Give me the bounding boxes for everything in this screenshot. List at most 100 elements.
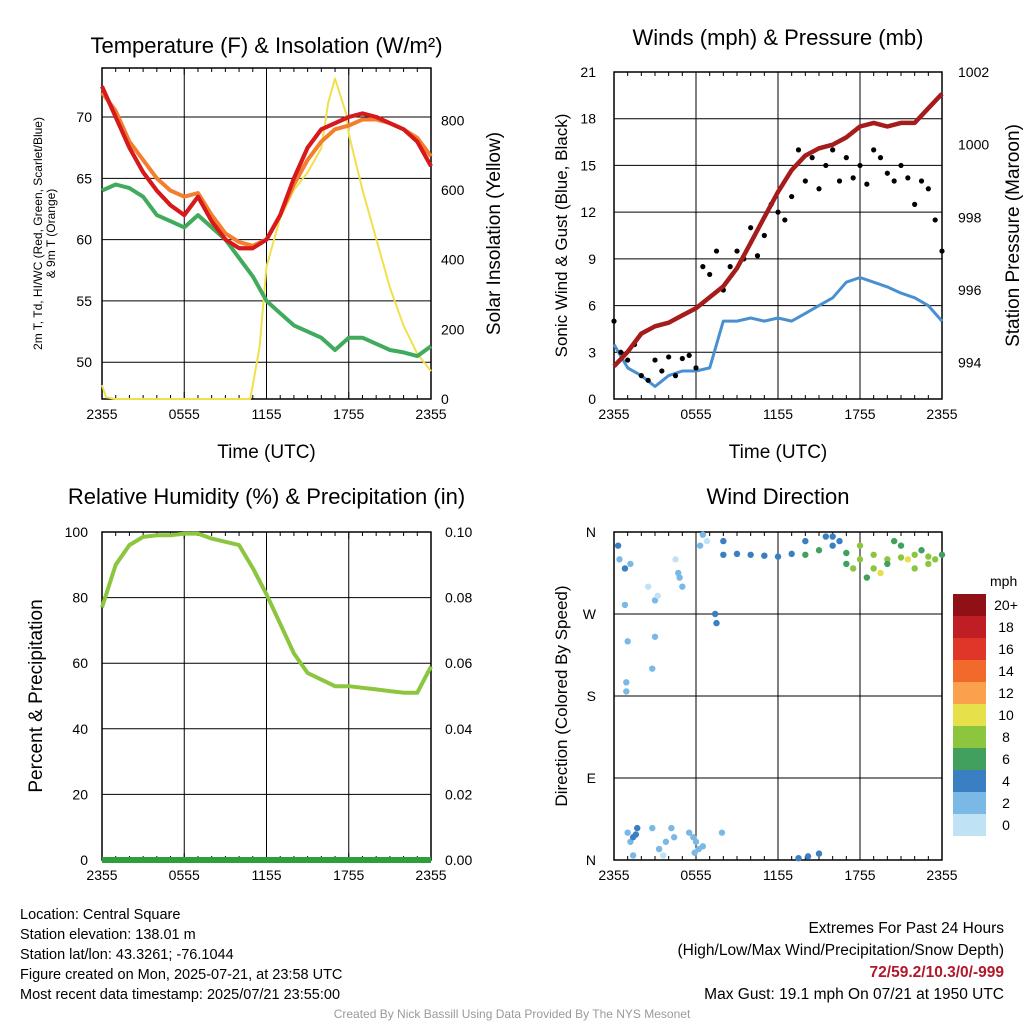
- x-tick-label: 2355: [86, 406, 117, 422]
- gust-point: [912, 201, 918, 207]
- gust-point: [775, 209, 781, 215]
- direction-point: [829, 533, 836, 540]
- colorbar-label: 8: [1002, 729, 1010, 745]
- series-line-2m-td: [101, 182, 433, 359]
- colorbar: mph 20+ 18 16 14 12 10 8 6 4 2 0: [953, 573, 1018, 836]
- y-tick-label: 18: [580, 111, 596, 127]
- direction-point: [733, 550, 741, 558]
- gust-point: [932, 217, 938, 223]
- y-tick-label: 80: [72, 590, 88, 606]
- credit-text: Created By Nick Bassill Using Data Provi…: [333, 1007, 691, 1021]
- y-right-axis-label: Solar Insolation (Yellow): [484, 132, 505, 335]
- gust-point: [625, 357, 631, 363]
- direction-point: [691, 849, 698, 856]
- y-tick-label: 60: [72, 655, 88, 671]
- gust-point: [693, 365, 699, 371]
- x-axis-label: Time (UTC): [729, 442, 828, 463]
- gust-point: [816, 186, 822, 192]
- direction-point: [870, 551, 877, 558]
- colorbar-swatch: [953, 726, 986, 748]
- y-right-tick-label: 0.04: [445, 721, 472, 737]
- y-tick-label: W: [583, 606, 597, 622]
- x-tick-label: 0555: [169, 406, 200, 422]
- gust-point: [905, 175, 911, 181]
- colorbar-swatch: [953, 792, 986, 814]
- x-tick-label: 1155: [763, 867, 793, 883]
- direction-point: [654, 592, 661, 599]
- gust-point: [823, 162, 829, 169]
- gust-point: [652, 357, 658, 363]
- y-tick-label: N: [586, 524, 596, 540]
- x-tick-label: 2355: [926, 867, 957, 883]
- gust-point: [918, 178, 925, 184]
- y-tick-label: 15: [580, 157, 596, 173]
- colorbar-swatch: [953, 594, 986, 616]
- gust-point: [871, 147, 877, 153]
- direction-point: [795, 854, 802, 862]
- colorbar-label: 2: [1002, 795, 1010, 811]
- x-tick-label: 2355: [86, 867, 117, 883]
- gust-point: [809, 155, 815, 161]
- y-tick-label: 9: [588, 251, 596, 267]
- gust-point: [925, 186, 931, 192]
- series-line-2m-t: [100, 85, 433, 251]
- y-right-tick-label: 994: [958, 355, 982, 371]
- direction-point: [679, 583, 686, 590]
- gust-point: [864, 181, 870, 187]
- direction-point: [718, 829, 726, 836]
- y-tick-label: 60: [76, 232, 92, 248]
- colorbar-swatch: [953, 616, 986, 638]
- direction-point: [699, 843, 707, 850]
- gust-point: [754, 253, 761, 259]
- y-right-tick-label: 996: [958, 282, 982, 298]
- x-tick-label: 2355: [415, 406, 446, 422]
- direction-point: [676, 574, 683, 581]
- direction-point: [911, 551, 918, 558]
- x-tick-label: 0555: [680, 867, 711, 883]
- direction-point: [621, 601, 629, 609]
- gust-point: [939, 248, 945, 254]
- gust-point: [659, 368, 665, 374]
- direction-point: [829, 542, 836, 549]
- direction-point: [897, 542, 905, 549]
- y-right-tick-label: 0.06: [445, 655, 472, 671]
- created-text: Figure created on Mon, 2025-07-21, at 23…: [20, 967, 343, 983]
- gust-point: [836, 178, 843, 184]
- gust-point: [748, 225, 754, 231]
- x-tick-label: 1155: [251, 406, 281, 422]
- y-right-tick-label: 0.00: [445, 852, 472, 868]
- y-tick-label: N: [586, 852, 596, 868]
- panel-2: Winds (mph) & Pressure (mb) 0 3 6 9 12 15 18 21 9…: [552, 25, 1024, 463]
- direction-point: [616, 556, 623, 563]
- y-tick-label: 65: [76, 170, 92, 186]
- extremes-values: 72/59.2/10.3/0/-999: [869, 964, 1004, 981]
- direction-point: [711, 610, 719, 618]
- x-tick-label: 1155: [251, 867, 281, 883]
- direction-point: [843, 560, 850, 568]
- gust-point: [789, 193, 795, 200]
- y-right-tick-label: 0.10: [445, 524, 472, 540]
- direction-point: [761, 552, 768, 559]
- y-tick-label: 3: [588, 344, 596, 360]
- direction-point: [720, 537, 727, 545]
- colorbar-label: 12: [998, 685, 1014, 701]
- latlon-text: Station lat/lon: 43.3261; -76.1044: [20, 947, 234, 963]
- x-tick-label: 1755: [844, 406, 875, 422]
- direction-point: [685, 829, 693, 836]
- direction-point: [672, 556, 679, 563]
- colorbar-swatch: [953, 704, 986, 726]
- direction-point: [747, 551, 754, 558]
- extremes-panel: Extremes For Past 24 Hours (High/Low/Max…: [678, 918, 1005, 1006]
- x-tick-label: 2355: [926, 406, 957, 422]
- gust-point: [686, 352, 692, 358]
- direction-point: [621, 565, 629, 572]
- direction-point: [884, 556, 891, 563]
- colorbar-label: 18: [998, 619, 1014, 635]
- colorbar-swatch: [953, 682, 986, 704]
- gust-point: [645, 377, 651, 383]
- gust-point: [666, 354, 672, 360]
- panel-1: Temperature (F) & Insolation (W/m²) 50 55 6…: [31, 33, 505, 463]
- direction-point: [623, 688, 630, 695]
- direction-point: [632, 831, 640, 838]
